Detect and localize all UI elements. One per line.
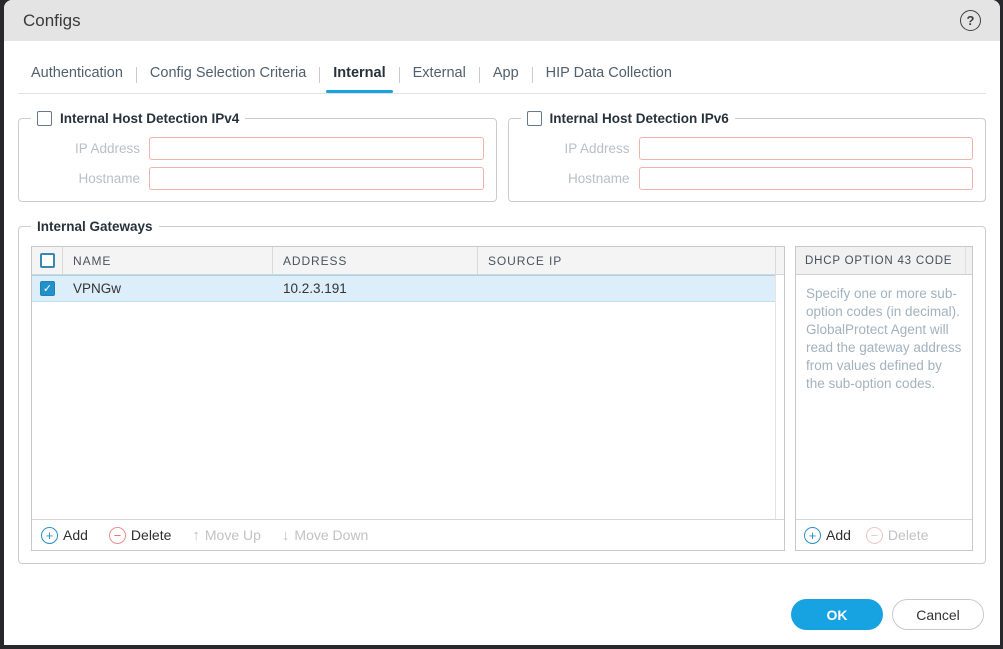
delete-label: Delete xyxy=(130,527,172,543)
gateways-table: NAME ADDRESS SOURCE IP ✓ VPNGw 10.2.3.19… xyxy=(31,246,785,551)
internal-host-detection-ipv4-group: Internal Host Detection IPv4 IP Address … xyxy=(18,111,497,202)
ipv6-ip-input[interactable] xyxy=(638,137,973,160)
tab-config-selection-criteria[interactable]: Config Selection Criteria xyxy=(149,65,307,81)
ipv4-hostname-input[interactable] xyxy=(149,167,484,190)
internal-gateways-group: Internal Gateways NAME ADDRESS SOURCE IP xyxy=(18,219,986,564)
tab-separator xyxy=(319,67,321,83)
tab-separator xyxy=(135,67,137,83)
row-address-cell[interactable]: 10.2.3.191 xyxy=(283,281,347,296)
column-header-source-ip[interactable]: SOURCE IP xyxy=(478,247,776,274)
gateways-legend: Internal Gateways xyxy=(31,219,159,234)
arrow-up-icon: ↑ xyxy=(192,526,200,544)
gateways-table-header: NAME ADDRESS SOURCE IP xyxy=(32,247,784,275)
ok-button[interactable]: OK xyxy=(791,599,883,630)
move-down-button[interactable]: ↓ Move Down xyxy=(282,527,368,544)
ipv6-ip-label: IP Address xyxy=(564,141,630,156)
gateways-table-body: ✓ VPNGw 10.2.3.191 xyxy=(32,275,784,519)
ipv6-hostname-label: Hostname xyxy=(567,171,630,186)
row-checkbox[interactable]: ✓ xyxy=(40,281,55,296)
gateways-legend-label: Internal Gateways xyxy=(37,219,153,234)
tab-internal[interactable]: Internal xyxy=(320,62,398,93)
move-up-label: Move Up xyxy=(204,527,261,543)
tab-app[interactable]: App xyxy=(492,65,519,81)
dhcp-delete-label: Delete xyxy=(887,527,929,543)
ipv6-ip-row: IP Address xyxy=(521,137,973,160)
move-up-button[interactable]: ↑ Move Up xyxy=(192,527,261,544)
internal-host-detection-ipv6-group: Internal Host Detection IPv6 IP Address … xyxy=(507,111,986,202)
row-name-cell[interactable]: VPNGw xyxy=(73,281,122,296)
plus-circle-icon: + xyxy=(804,526,821,544)
ipv4-ip-input[interactable] xyxy=(149,137,484,160)
table-row[interactable]: ✓ VPNGw 10.2.3.191 xyxy=(32,275,775,302)
dhcp-option-43-panel: DHCP OPTION 43 CODE Specify one or more … xyxy=(795,246,973,551)
column-header-address[interactable]: ADDRESS xyxy=(273,247,478,274)
dhcp-panel-description: Specify one or more sub-option codes (in… xyxy=(806,286,962,391)
arrow-down-icon: ↓ xyxy=(281,526,290,544)
tab-authentication[interactable]: Authentication xyxy=(31,65,123,81)
host-detection-row: Internal Host Detection IPv4 IP Address … xyxy=(18,111,986,202)
ipv6-legend: Internal Host Detection IPv6 xyxy=(521,111,735,126)
ipv4-hostname-label: Hostname xyxy=(78,171,140,186)
ipv4-ip-row: IP Address xyxy=(31,137,484,160)
dhcp-delete-button[interactable]: − Delete xyxy=(865,526,929,544)
plus-circle-icon: + xyxy=(41,526,58,544)
move-down-label: Move Down xyxy=(294,527,369,543)
add-gateway-button[interactable]: + Add xyxy=(41,526,88,544)
ipv4-ip-label: IP Address xyxy=(74,141,140,156)
ipv6-hostname-row: Hostname xyxy=(521,167,973,190)
dialog-content: Authentication Config Selection Criteria… xyxy=(4,62,1000,564)
ipv4-legend: Internal Host Detection IPv4 xyxy=(31,111,245,126)
ipv4-legend-label: Internal Host Detection IPv4 xyxy=(60,111,240,126)
add-label: Add xyxy=(63,527,88,543)
ipv4-hostname-row: Hostname xyxy=(31,167,484,190)
tab-separator xyxy=(478,67,480,83)
gateways-table-toolbar: + Add − Delete ↑ Move Up ↓ xyxy=(32,519,784,550)
ipv6-enable-checkbox[interactable] xyxy=(526,111,542,126)
delete-gateway-button[interactable]: − Delete xyxy=(108,526,172,544)
header-gutter xyxy=(776,247,784,274)
ipv4-enable-checkbox[interactable] xyxy=(37,111,52,126)
configs-dialog: Configs ? Authentication Config Selectio… xyxy=(4,0,1000,645)
ipv6-legend-label: Internal Host Detection IPv6 xyxy=(549,111,729,126)
ipv6-hostname-input[interactable] xyxy=(638,167,973,190)
select-all-cell xyxy=(32,247,63,274)
dhcp-panel-header: DHCP OPTION 43 CODE xyxy=(796,247,972,275)
gateways-content: NAME ADDRESS SOURCE IP ✓ VPNGw 10.2.3.19… xyxy=(31,246,973,551)
dhcp-add-label: Add xyxy=(826,527,851,543)
cancel-button[interactable]: Cancel xyxy=(892,599,984,630)
row-checkbox-cell: ✓ xyxy=(32,281,63,296)
minus-circle-icon: − xyxy=(865,526,883,544)
select-all-checkbox[interactable] xyxy=(39,253,55,268)
tab-hip-data-collection[interactable]: HIP Data Collection xyxy=(545,65,672,81)
tab-bar: Authentication Config Selection Criteria… xyxy=(18,62,986,94)
tab-external[interactable]: External xyxy=(412,65,466,81)
dialog-actions: OK Cancel xyxy=(791,599,984,630)
minus-circle-icon: − xyxy=(108,526,126,544)
dialog-title: Configs xyxy=(23,10,81,30)
dhcp-add-button[interactable]: + Add xyxy=(804,526,851,544)
dhcp-panel-toolbar: + Add − Delete xyxy=(796,519,972,550)
help-icon[interactable]: ? xyxy=(960,10,981,31)
dialog-header: Configs ? xyxy=(4,0,1000,41)
column-header-name[interactable]: NAME xyxy=(63,247,273,274)
tab-separator xyxy=(531,67,533,83)
tab-separator xyxy=(398,67,400,83)
